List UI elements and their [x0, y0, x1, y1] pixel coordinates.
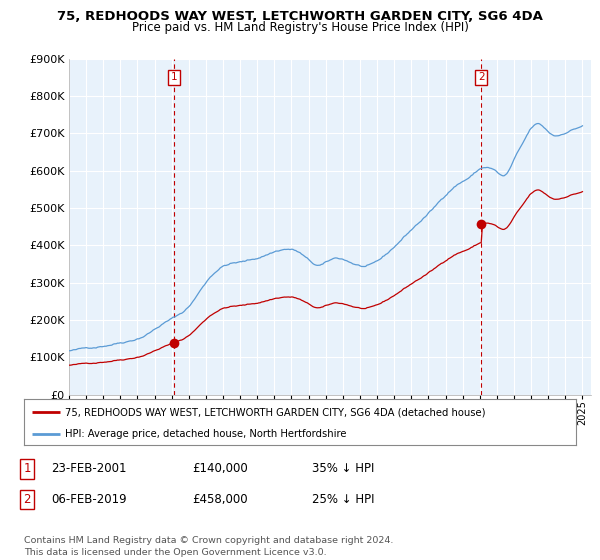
Text: 2: 2	[23, 493, 31, 506]
Text: £458,000: £458,000	[192, 493, 248, 506]
Text: Contains HM Land Registry data © Crown copyright and database right 2024.
This d: Contains HM Land Registry data © Crown c…	[24, 536, 394, 557]
Text: 35% ↓ HPI: 35% ↓ HPI	[312, 462, 374, 475]
Text: HPI: Average price, detached house, North Hertfordshire: HPI: Average price, detached house, Nort…	[65, 429, 347, 438]
Text: 1: 1	[23, 462, 31, 475]
Text: 06-FEB-2019: 06-FEB-2019	[51, 493, 127, 506]
Text: 23-FEB-2001: 23-FEB-2001	[51, 462, 127, 475]
Text: Price paid vs. HM Land Registry's House Price Index (HPI): Price paid vs. HM Land Registry's House …	[131, 21, 469, 34]
Text: £140,000: £140,000	[192, 462, 248, 475]
Text: 2: 2	[478, 72, 484, 82]
Text: 75, REDHOODS WAY WEST, LETCHWORTH GARDEN CITY, SG6 4DA (detached house): 75, REDHOODS WAY WEST, LETCHWORTH GARDEN…	[65, 407, 486, 417]
Text: 25% ↓ HPI: 25% ↓ HPI	[312, 493, 374, 506]
Text: 75, REDHOODS WAY WEST, LETCHWORTH GARDEN CITY, SG6 4DA: 75, REDHOODS WAY WEST, LETCHWORTH GARDEN…	[57, 10, 543, 22]
Text: 1: 1	[170, 72, 177, 82]
